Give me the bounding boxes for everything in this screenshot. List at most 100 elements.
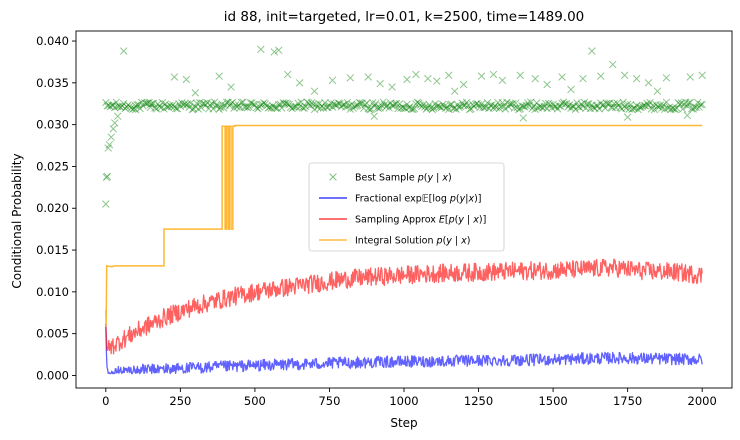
best-sample-point-389 bbox=[682, 98, 690, 106]
best-sample-point-70 bbox=[206, 101, 214, 109]
best-sample-point-296 bbox=[543, 104, 551, 113]
best-sample-point-223 bbox=[434, 101, 443, 110]
best-sample-point-324 bbox=[585, 99, 593, 108]
best-sample-point-387 bbox=[679, 105, 687, 113]
best-sample-point-260 bbox=[489, 104, 498, 112]
x-tick-label-0: 0 bbox=[102, 394, 109, 408]
best-sample-point-302 bbox=[552, 102, 560, 111]
best-sample-point-251 bbox=[476, 103, 484, 112]
best-sample-point-65 bbox=[198, 99, 207, 108]
best-sample-point-92 bbox=[239, 98, 247, 106]
best-sample-point-337 bbox=[604, 100, 613, 108]
best-sample-point-307 bbox=[559, 98, 568, 106]
best-sample-point-456 bbox=[519, 114, 528, 122]
best-sample-point-341 bbox=[610, 99, 618, 108]
best-sample-point-270 bbox=[504, 102, 513, 111]
best-sample-point-187 bbox=[380, 100, 389, 109]
best-sample-point-342 bbox=[611, 103, 620, 112]
best-sample-point-68 bbox=[203, 99, 211, 107]
best-sample-point-394 bbox=[689, 105, 697, 113]
best-sample-point-115 bbox=[273, 104, 282, 112]
best-sample-point-281 bbox=[521, 103, 529, 111]
best-sample-point-319 bbox=[577, 100, 586, 108]
best-sample-point-343 bbox=[613, 99, 621, 107]
best-sample-point-314 bbox=[570, 102, 578, 111]
best-sample-point-323 bbox=[583, 100, 592, 108]
y-tick-label-0: 0.000 bbox=[36, 368, 69, 382]
best-sample-point-201 bbox=[401, 104, 410, 113]
best-sample-point-369 bbox=[652, 100, 660, 109]
best-sample-point-184 bbox=[376, 104, 384, 112]
best-sample-point-335 bbox=[601, 104, 610, 112]
legend: Best Sample p(y | x) Fractional exp𝔼[log … bbox=[308, 162, 505, 252]
best-sample-point-446 bbox=[644, 79, 653, 87]
best-sample-point-388 bbox=[680, 100, 689, 109]
best-sample-point-311 bbox=[565, 101, 574, 109]
best-sample-point-374 bbox=[659, 101, 668, 109]
best-sample-point-304 bbox=[555, 102, 563, 110]
best-sample-point-186 bbox=[379, 98, 387, 106]
best-sample-point-427 bbox=[403, 75, 411, 84]
best-sample-point-332 bbox=[597, 99, 605, 107]
best-sample-point-64 bbox=[197, 103, 205, 112]
best-sample-point-305 bbox=[556, 102, 565, 111]
best-sample-point-204 bbox=[406, 103, 414, 111]
best-sample-point-126 bbox=[289, 103, 298, 111]
best-sample-point-327 bbox=[589, 103, 598, 112]
best-sample-point-99 bbox=[249, 100, 258, 109]
best-sample-point-263 bbox=[494, 98, 502, 107]
best-sample-point-334 bbox=[600, 100, 608, 109]
best-sample-point-346 bbox=[617, 105, 626, 113]
best-sample-point-415 bbox=[215, 72, 223, 80]
best-sample-point-202 bbox=[403, 100, 411, 109]
series-line-3 bbox=[105, 124, 703, 326]
best-sample-point-404 bbox=[104, 144, 112, 152]
best-sample-point-391 bbox=[685, 99, 693, 107]
best-sample-point-102 bbox=[254, 104, 262, 113]
best-sample-point-183 bbox=[374, 104, 383, 113]
legend-label-3: Integral Solution p(y | x) bbox=[355, 236, 471, 247]
best-sample-point-250 bbox=[474, 101, 483, 109]
best-sample-point-245 bbox=[467, 105, 475, 113]
best-sample-point-360 bbox=[638, 102, 647, 111]
best-sample-point-71 bbox=[207, 99, 216, 108]
best-sample-point-7 bbox=[112, 98, 121, 106]
best-sample-point-331 bbox=[595, 105, 604, 113]
best-sample-point-242 bbox=[462, 98, 471, 107]
x-tick-label-4: 1000 bbox=[389, 394, 418, 408]
best-sample-point-94 bbox=[242, 103, 250, 111]
legend-label-1: Fractional exp𝔼[log p(y|x)] bbox=[355, 194, 482, 205]
best-sample-point-200 bbox=[400, 104, 408, 112]
best-sample-point-181 bbox=[371, 99, 380, 108]
best-sample-point-210 bbox=[415, 99, 423, 108]
best-sample-point-422 bbox=[328, 76, 337, 85]
best-sample-point-359 bbox=[637, 103, 645, 112]
best-sample-point-289 bbox=[532, 99, 541, 107]
best-sample-point-25 bbox=[139, 102, 147, 110]
best-sample-point-383 bbox=[673, 104, 681, 112]
best-sample-point-48 bbox=[173, 104, 182, 113]
best-sample-point-384 bbox=[674, 98, 683, 107]
best-sample-point-192 bbox=[388, 101, 396, 110]
best-sample-point-149 bbox=[324, 103, 332, 112]
best-sample-point-2 bbox=[105, 101, 113, 110]
y-tick-label-8: 0.040 bbox=[36, 34, 69, 48]
best-sample-point-348 bbox=[620, 102, 629, 111]
best-sample-point-247 bbox=[470, 102, 478, 111]
best-sample-point-20 bbox=[131, 102, 140, 110]
best-sample-point-401 bbox=[102, 200, 110, 208]
best-sample-point-168 bbox=[352, 101, 361, 110]
best-sample-point-34 bbox=[152, 105, 161, 113]
best-sample-point-158 bbox=[337, 103, 346, 111]
y-tick-label-5: 0.025 bbox=[36, 159, 69, 173]
best-sample-point-22 bbox=[134, 100, 143, 109]
best-sample-point-255 bbox=[482, 103, 490, 111]
best-sample-point-418 bbox=[270, 48, 279, 56]
best-sample-point-128 bbox=[292, 102, 301, 111]
best-sample-point-220 bbox=[430, 104, 438, 113]
best-sample-point-330 bbox=[594, 102, 602, 110]
best-sample-point-43 bbox=[166, 101, 174, 110]
best-sample-point-87 bbox=[231, 101, 240, 109]
best-sample-point-177 bbox=[365, 105, 374, 114]
